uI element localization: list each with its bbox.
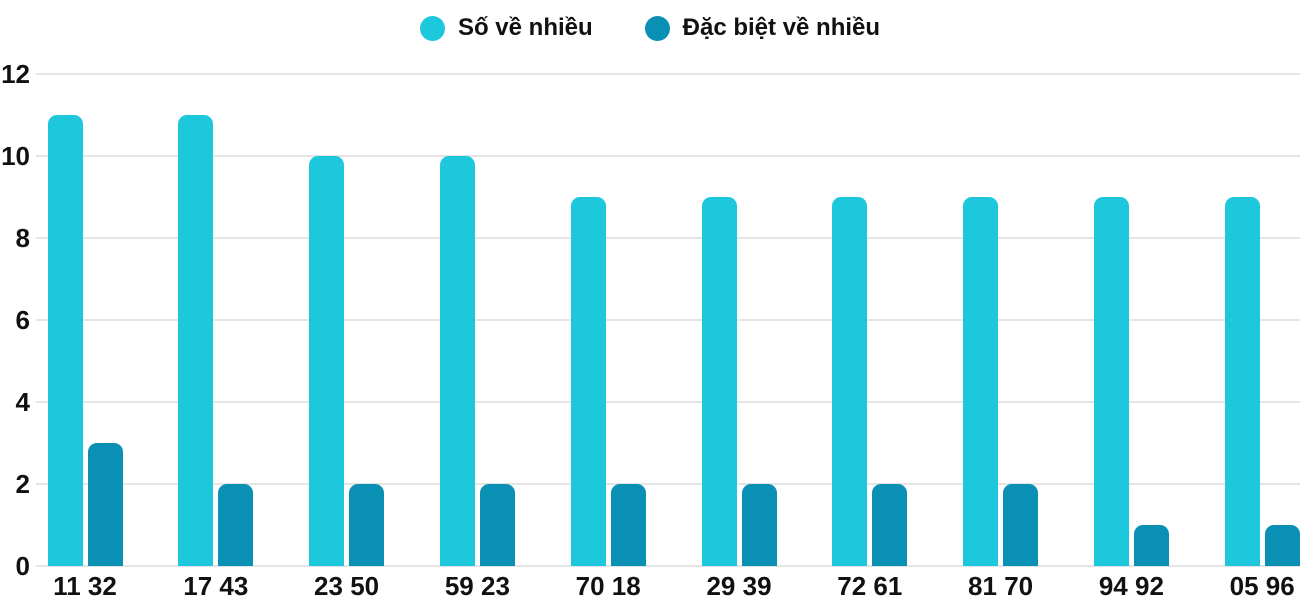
y-axis-tick-label: 12 — [1, 59, 30, 89]
bar-series-0-29-39 — [701, 197, 737, 566]
x-axis-label: 29 39 — [706, 571, 772, 600]
y-axis-tick-label: 4 — [15, 387, 30, 417]
bar-series-1-17-43 — [218, 484, 254, 566]
y-axis-tick-label: 0 — [15, 551, 30, 581]
gridline-y-8 — [36, 237, 1300, 239]
bar-series-1-70-18 — [610, 484, 646, 566]
gridline-y-2 — [36, 483, 1300, 485]
bar-series-0-94-92 — [1093, 197, 1129, 566]
bar-series-0-81-70 — [963, 197, 999, 566]
bar-series-0-70-18 — [570, 197, 606, 566]
y-axis-tick-label: 10 — [1, 141, 30, 171]
y-axis-tick-label: 8 — [15, 223, 30, 253]
x-axis-label: 59 23 — [444, 571, 510, 600]
bar-series-0-23-50 — [309, 156, 345, 566]
legend-label: Số về nhiều — [457, 14, 593, 41]
gridline-y-4 — [36, 401, 1300, 403]
x-axis-label: 94 92 — [1098, 571, 1164, 600]
legend-label: Đặc biệt về nhiều — [682, 14, 881, 41]
legend-item-dac-biet-ve-nhieu: Đặc biệt về nhiều — [644, 14, 881, 42]
bar-series-1-81-70 — [1003, 484, 1039, 566]
bar-series-1-59-23 — [479, 484, 515, 566]
bar-series-1-11-32 — [87, 443, 123, 566]
y-axis-tick-label: 6 — [15, 305, 30, 335]
chart-legend: Số về nhiều Đặc biệt về nhiều — [0, 14, 1300, 42]
bar-series-0-05-96 — [1224, 197, 1260, 566]
y-axis-tick-label: 2 — [15, 469, 30, 499]
gridline-y-10 — [36, 155, 1300, 157]
bar-series-1-29-39 — [741, 484, 777, 566]
bar-series-0-59-23 — [439, 156, 475, 566]
x-axis-label: 05 96 — [1229, 571, 1295, 600]
legend-dot-icon — [644, 15, 670, 41]
x-axis-label: 17 43 — [183, 571, 249, 600]
legend-dot-icon — [419, 15, 445, 41]
gridline-y-6 — [36, 319, 1300, 321]
bar-series-0-72-61 — [832, 197, 868, 566]
x-axis-label: 23 50 — [314, 571, 380, 600]
bar-series-1-94-92 — [1133, 525, 1169, 566]
x-axis-label: 70 18 — [575, 571, 641, 600]
x-axis-label: 11 32 — [53, 571, 117, 600]
legend-item-so-ve-nhieu: Số về nhiều — [419, 14, 593, 42]
bar-series-1-05-96 — [1264, 525, 1300, 566]
bar-series-1-72-61 — [872, 484, 908, 566]
gridline-y-0 — [36, 565, 1300, 567]
bar-series-0-17-43 — [178, 115, 214, 566]
bar-series-0-11-32 — [47, 115, 83, 566]
x-axis-label: 81 70 — [968, 571, 1034, 600]
x-axis-label: 72 61 — [837, 571, 903, 600]
bar-series-1-23-50 — [349, 484, 385, 566]
gridline-y-12 — [36, 73, 1300, 75]
